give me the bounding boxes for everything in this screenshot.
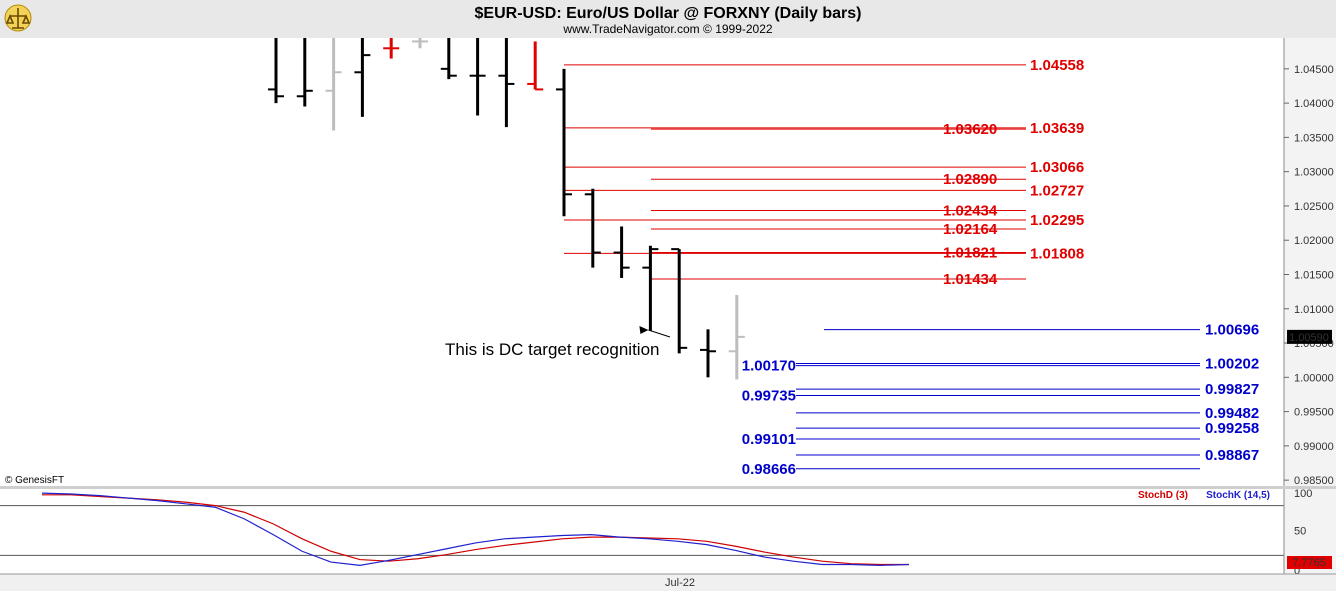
level-label: 1.03639 [1030,120,1084,137]
panel-separator[interactable] [0,486,1336,489]
price-tick-label: 1.01500 [1294,269,1334,281]
bars-layer [268,38,745,380]
last-price-label: 1.00590 [1289,332,1329,344]
level-label: 0.99735 [742,387,796,404]
stoch-tick-label: 0 [1294,565,1300,577]
price-axis-ticks: 1.04500 1.04000 1.03500 1.03000 1.02500 1.020… [1284,64,1334,487]
stoch-axis-ticks: 100 50 0 [1294,488,1312,577]
last-price-tag: 1.00590 [1287,329,1332,344]
stoch-k-legend: StochK (14,5) [1206,490,1270,501]
price-tick-label: 1.02500 [1294,201,1334,213]
price-tick-label: 1.02000 [1294,235,1334,247]
stoch-tick-label: 50 [1294,526,1306,538]
date-axis [0,574,1336,591]
price-tick-label: 1.03000 [1294,167,1334,179]
level-label: 1.01434 [943,271,998,288]
level-label: 1.00696 [1205,322,1259,339]
level-label: 0.98867 [1205,447,1259,464]
levels-layer: 1.04558 1.03639 1.03620 1.03066 1.02890 1.027… [564,57,1259,478]
header-band [0,0,1336,38]
level-label: 0.99258 [1205,420,1259,437]
level-label: 1.02727 [1030,182,1084,199]
chart-subtitle: www.TradeNavigator.com © 1999-2022 [562,22,772,36]
annotation-arrow [648,329,671,338]
price-axis [1284,38,1336,487]
stoch-k-line [41,492,910,566]
price-tick-label: 0.98500 [1294,475,1334,487]
stoch-last-label: 7.7765 [1292,557,1326,569]
price-panel [0,38,1284,487]
price-tick-label: 1.04500 [1294,64,1334,76]
level-label: 0.98666 [742,461,796,478]
date-axis-label: Jul-22 [665,577,695,589]
level-label: 0.99482 [1205,405,1259,422]
level-label: 1.04558 [1030,57,1084,74]
price-tick-label: 1.03500 [1294,132,1334,144]
level-label: 0.99827 [1205,381,1259,398]
stochastic-layer [0,492,1284,566]
level-label: 1.03066 [1030,159,1084,176]
chart-title: $EUR-USD: Euro/US Dollar @ FORXNY (Daily… [475,5,862,22]
level-label: 1.00170 [742,358,796,375]
price-tick-label: 1.00000 [1294,372,1334,384]
stoch-d-line [42,494,909,566]
level-label: 1.03620 [943,121,997,138]
level-label: 1.00202 [1205,355,1259,372]
price-tick-label: 1.04000 [1294,98,1334,110]
level-label: 1.02434 [943,202,998,219]
stoch-last-tag: 7.7765 [1287,556,1332,569]
price-tick-label: 1.01000 [1294,304,1334,316]
annotation-layer: This is DC target recognition [445,326,671,359]
annotation-arrowhead-icon [639,326,649,335]
level-label: 1.01808 [1030,245,1084,262]
watermark: © GenesisFT [5,475,64,486]
stoch-tick-label: 100 [1294,488,1312,500]
price-tick-label: 0.99500 [1294,407,1334,419]
annotation-text: This is DC target recognition [445,340,659,359]
level-label: 1.02295 [1030,212,1084,229]
price-tick-label: 0.99000 [1294,441,1334,453]
level-label: 0.99101 [742,431,796,448]
stochastic-panel [0,489,1284,574]
level-label: 1.02890 [943,171,997,188]
stoch-d-legend: StochD (3) [1138,490,1188,501]
trade-navigator-logo-icon [4,4,32,32]
level-label: 1.02164 [943,221,998,238]
